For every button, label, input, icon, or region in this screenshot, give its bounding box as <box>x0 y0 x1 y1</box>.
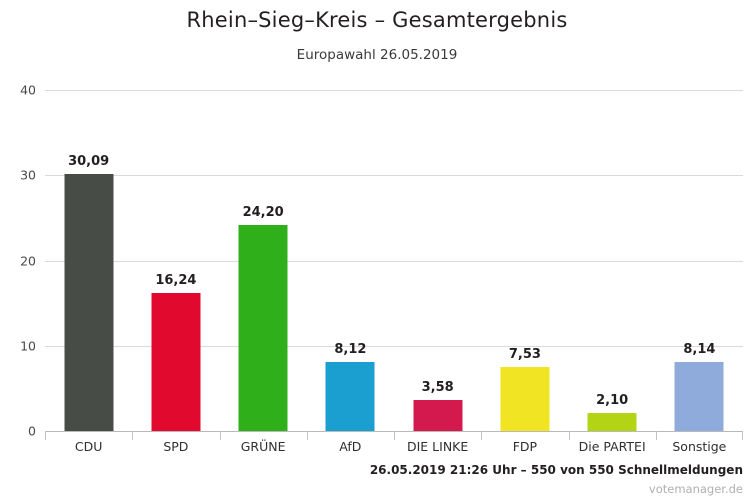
bar[interactable] <box>238 224 288 431</box>
x-axis-tick <box>568 431 570 440</box>
bar-value-label: 2,10 <box>596 393 629 409</box>
bar[interactable] <box>500 366 550 431</box>
x-axis-category-label: Die PARTEI <box>578 439 646 454</box>
footer-brand: votemanager.de <box>648 482 743 496</box>
bar[interactable] <box>674 361 724 431</box>
x-axis-category-label: CDU <box>74 439 103 454</box>
y-axis-tick-label: 0 <box>28 423 36 439</box>
bar-value-label: 3,58 <box>421 380 454 396</box>
y-axis-tick-label: 10 <box>20 338 36 354</box>
x-axis-tick <box>132 431 134 440</box>
y-axis-tick-label: 20 <box>20 253 36 268</box>
x-axis-tick <box>306 431 308 440</box>
x-axis-category-label: FDP <box>512 439 538 454</box>
bar-group[interactable]: 7,53 <box>481 90 568 431</box>
x-axis-tick <box>655 431 657 440</box>
bar-value-label: 16,24 <box>155 272 197 288</box>
x-axis-tick <box>219 431 221 440</box>
gridline <box>45 345 743 347</box>
bar-group[interactable]: 8,14 <box>656 90 743 431</box>
bar-group[interactable]: 3,58 <box>394 90 481 431</box>
bars-layer: 30,09 16,24 24,20 8,12 3,58 7,53 2,10 8,14 <box>45 90 743 431</box>
x-axis-category-label: Sonstige <box>672 439 727 454</box>
bar[interactable] <box>64 174 114 431</box>
bar[interactable] <box>587 413 637 431</box>
bar-group[interactable]: 16,24 <box>132 90 219 431</box>
x-axis-category-label: AfD <box>339 439 362 454</box>
bar-group[interactable]: 30,09 <box>45 90 132 431</box>
x-axis-category-label: SPD <box>163 439 189 454</box>
bar-value-label: 24,20 <box>242 204 284 220</box>
bar-value-label: 8,12 <box>334 341 367 357</box>
bar-value-label: 8,14 <box>683 341 716 357</box>
gridline <box>45 90 743 91</box>
bar-group[interactable]: 2,10 <box>569 90 656 431</box>
gridline <box>45 260 743 262</box>
chart-title: Rhein–Sieg–Kreis – Gesamtergebnis <box>186 8 568 32</box>
x-axis-tick <box>481 431 483 440</box>
bar[interactable] <box>325 361 375 431</box>
gridline <box>45 175 743 177</box>
bar-value-label: 30,09 <box>68 154 110 170</box>
chart-subtitle: Europawahl 26.05.2019 <box>296 47 458 63</box>
x-axis-tick <box>742 431 743 440</box>
bar-group[interactable]: 8,12 <box>307 90 394 431</box>
y-axis-tick-label: 40 <box>20 82 36 98</box>
bar-group[interactable]: 24,20 <box>220 90 307 431</box>
bar[interactable] <box>413 400 463 431</box>
footer-report-note: 26.05.2019 21:26 Uhr – 550 von 550 Schne… <box>369 463 743 477</box>
x-axis-tick <box>45 431 46 440</box>
x-axis-category-label: GRÜNE <box>240 439 286 454</box>
bar-value-label: 7,53 <box>508 346 541 362</box>
x-axis-tick <box>394 431 395 440</box>
y-axis-tick-label: 30 <box>20 167 36 183</box>
bar[interactable] <box>151 292 201 431</box>
x-axis-category-label: DIE LINKE <box>406 439 469 454</box>
x-axis: CDU SPD GRÜNE AfD DIE LINKE FDP Die PARTEI Sons… <box>45 431 743 457</box>
